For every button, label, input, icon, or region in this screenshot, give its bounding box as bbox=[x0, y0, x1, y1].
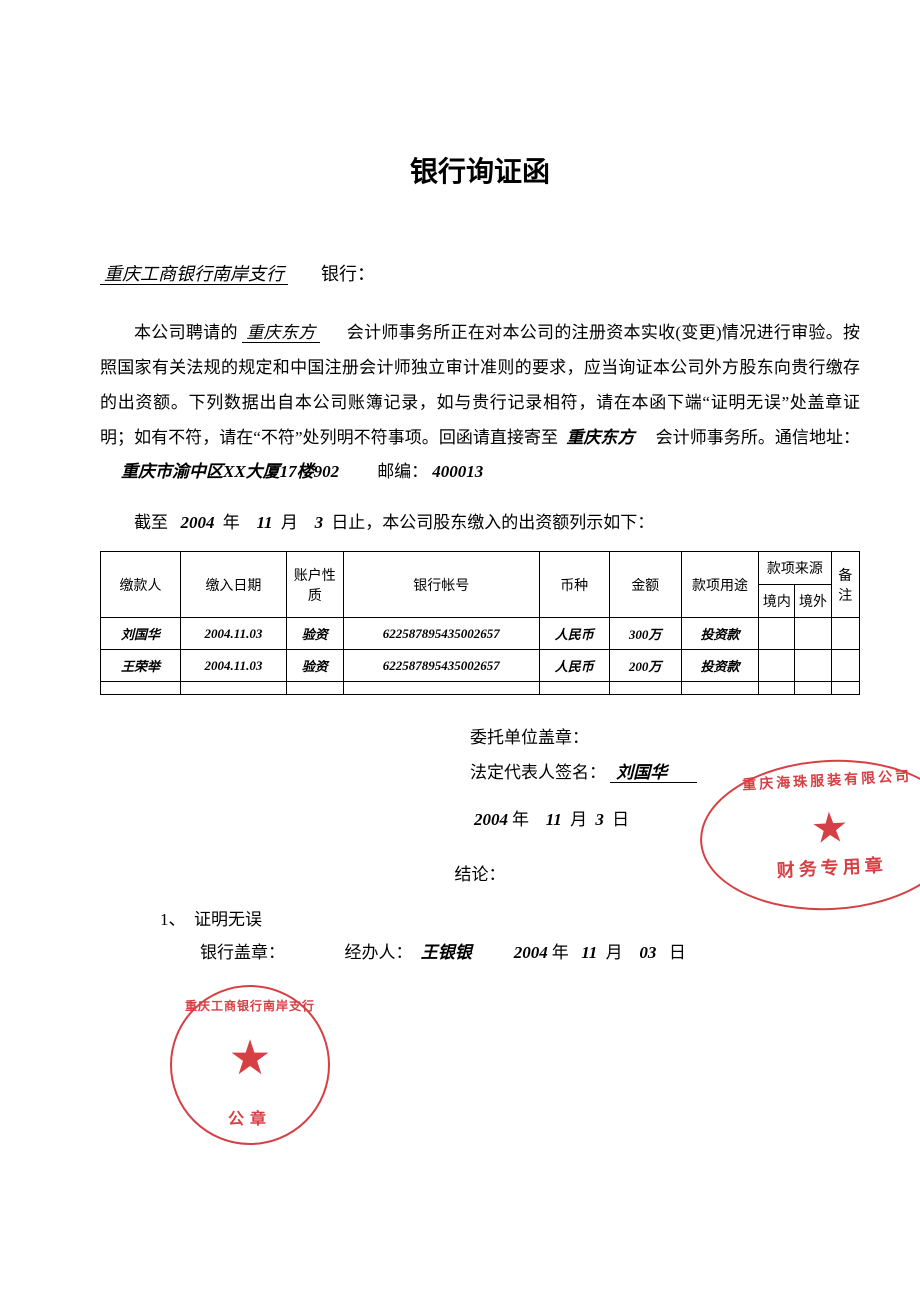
cell-currency: 人民币 bbox=[539, 650, 609, 682]
verify-item-text: 证明无误 bbox=[194, 910, 262, 929]
contribution-table: 缴款人 缴入日期 账户性质 银行帐号 币种 金额 款项用途 款项来源 备注 境内… bbox=[100, 551, 860, 695]
th-payer: 缴款人 bbox=[101, 552, 181, 618]
entrust-seal-label: 委托单位盖章： bbox=[470, 728, 589, 747]
cell-currency: 人民币 bbox=[539, 618, 609, 650]
handler-label: 经办人： bbox=[345, 943, 413, 962]
cell-payer: 刘国华 bbox=[101, 618, 181, 650]
table-row: 王荣举2004.11.03验资622587895435002657人民币200万… bbox=[101, 650, 860, 682]
th-src-out: 境外 bbox=[795, 585, 831, 618]
cell-bankno: 622587895435002657 bbox=[343, 650, 539, 682]
cell-src_out bbox=[795, 618, 831, 650]
th-bankno: 银行帐号 bbox=[343, 552, 539, 618]
handler-name: 王银银 bbox=[417, 943, 476, 962]
cell-note bbox=[831, 618, 859, 650]
document-title: 银行询证函 bbox=[100, 150, 860, 190]
addressee-suffix: 银行： bbox=[321, 264, 375, 284]
cell-purpose bbox=[681, 682, 758, 695]
firm-fill-1: 重庆东方 bbox=[242, 323, 319, 343]
verify-item-no: 1、 bbox=[160, 910, 186, 929]
cell-src_in bbox=[759, 650, 795, 682]
legal-rep-label: 法定代表人签名： bbox=[470, 763, 606, 782]
th-source: 款项来源 bbox=[759, 552, 831, 585]
cell-amount: 300万 bbox=[609, 618, 681, 650]
cell-note bbox=[831, 650, 859, 682]
table-row: 刘国华2004.11.03验资622587895435002657人民币300万… bbox=[101, 618, 860, 650]
star-icon: ★ bbox=[172, 1035, 328, 1083]
th-acct: 账户性质 bbox=[286, 552, 343, 618]
bank-seal-label: 银行盖章： bbox=[200, 943, 285, 962]
cell-date: 2004.11.03 bbox=[181, 618, 287, 650]
th-amount: 金额 bbox=[609, 552, 681, 618]
postcode-fill: 400013 bbox=[428, 462, 487, 481]
addressee-line: 重庆工商银行南岸支行 银行： bbox=[100, 260, 860, 286]
th-currency: 币种 bbox=[539, 552, 609, 618]
signature-block: 委托单位盖章： 法定代表人签名： 刘国华 2004年 11 月 3 日 bbox=[100, 723, 860, 830]
cell-date: 2004.11.03 bbox=[181, 650, 287, 682]
cell-purpose: 投资款 bbox=[681, 650, 758, 682]
th-purpose: 款项用途 bbox=[681, 552, 758, 618]
cell-payer bbox=[101, 682, 181, 695]
cell-purpose: 投资款 bbox=[681, 618, 758, 650]
cell-note bbox=[831, 682, 859, 695]
cell-currency bbox=[539, 682, 609, 695]
cell-bankno: 622587895435002657 bbox=[343, 618, 539, 650]
table-row bbox=[101, 682, 860, 695]
cell-acct_type bbox=[286, 682, 343, 695]
th-note: 备注 bbox=[831, 552, 859, 618]
cell-src_out bbox=[795, 682, 831, 695]
th-date: 缴入日期 bbox=[181, 552, 287, 618]
legal-rep-name: 刘国华 bbox=[610, 763, 697, 783]
cell-acct_type: 验资 bbox=[286, 618, 343, 650]
cell-src_out bbox=[795, 650, 831, 682]
bank-name-fill: 重庆工商银行南岸支行 bbox=[100, 264, 288, 285]
firm-fill-2: 重庆东方 bbox=[562, 428, 638, 447]
cell-acct_type: 验资 bbox=[286, 650, 343, 682]
cell-payer: 王荣举 bbox=[101, 650, 181, 682]
cell-amount bbox=[609, 682, 681, 695]
cell-src_in bbox=[759, 618, 795, 650]
cutoff-line: 截至 2004 年 11 月 3 日止，本公司股东缴入的出资额列示如下： bbox=[100, 508, 860, 533]
cell-src_in bbox=[759, 682, 795, 695]
body-paragraph: 本公司聘请的 重庆东方 会计师事务所正在对本公司的注册资本实收(变更)情况进行审… bbox=[100, 316, 860, 490]
verify-block: 1、 证明无误 银行盖章： 经办人： 王银银 2004年 11 月 03 日 bbox=[100, 905, 860, 963]
th-src-in: 境内 bbox=[759, 585, 795, 618]
conclusion-label: 结论： bbox=[100, 860, 860, 885]
cell-amount: 200万 bbox=[609, 650, 681, 682]
cell-date bbox=[181, 682, 287, 695]
cell-bankno bbox=[343, 682, 539, 695]
address-fill: 重庆市渝中区XX大厦17楼902 bbox=[117, 462, 343, 481]
